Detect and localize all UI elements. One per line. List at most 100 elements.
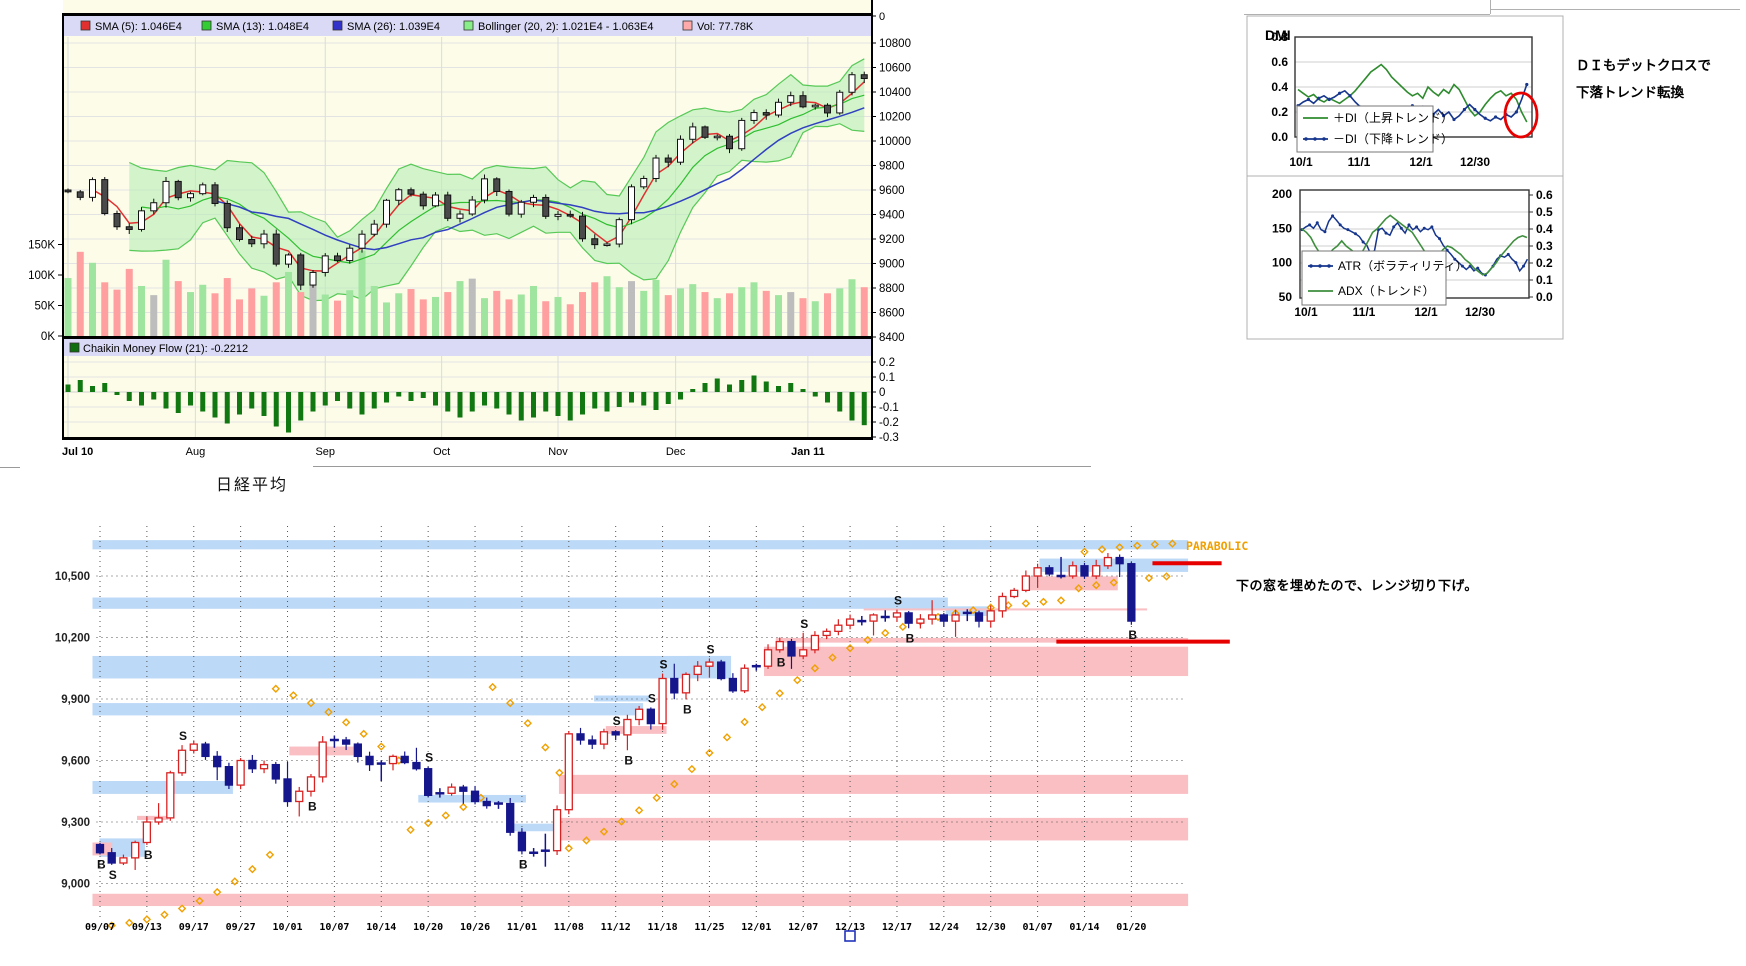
range-bands [92,540,1189,907]
svg-text:9600: 9600 [879,185,905,197]
svg-text:B: B [906,631,915,645]
svg-text:S: S [613,714,621,728]
atr-legend: ATR（ボラティリティ） ADX（トレンド） [1301,250,1468,306]
svg-text:S: S [706,642,714,656]
svg-text:09/17: 09/17 [179,922,209,933]
svg-text:11/1: 11/1 [1348,155,1371,169]
svg-text:B: B [519,857,528,871]
svg-text:0.5: 0.5 [1536,205,1553,219]
svg-text:8600: 8600 [879,308,905,320]
svg-text:0.2: 0.2 [879,357,895,369]
cell-border-line [1244,14,1490,15]
svg-text:B: B [1128,628,1137,642]
svg-text:10400: 10400 [879,87,911,99]
svg-text:SMA (5): 1.046E4: SMA (5): 1.046E4 [95,21,182,33]
parabolic-label: PARABOLIC [1186,539,1248,553]
svg-text:11/25: 11/25 [694,922,724,933]
cell-border-line [1490,0,1491,14]
svg-text:B: B [624,753,633,767]
svg-text:S: S [425,751,433,765]
dmi-note-line1: ＤＩもデットクロスで [1576,58,1711,73]
svg-text:0: 0 [879,387,885,399]
svg-text:12/01: 12/01 [741,922,771,933]
svg-text:SMA (13): 1.048E4: SMA (13): 1.048E4 [216,21,309,33]
svg-text:PARABOLIC: PARABOLIC [1186,539,1248,553]
svg-text:Jul 10: Jul 10 [62,446,93,458]
svg-text:-0.3: -0.3 [879,432,899,444]
svg-text:8400: 8400 [879,332,905,344]
cell-border-line [313,466,1091,467]
svg-text:11/08: 11/08 [554,922,584,933]
dotted-grid [96,526,1185,920]
svg-text:12/30: 12/30 [1465,305,1495,319]
svg-text:12/30: 12/30 [1460,155,1490,169]
svg-text:150K: 150K [28,240,55,252]
volume-bars [64,250,868,336]
dmi-legend: ＋DI（上昇トレンド） －DI（下降トレンド） [1296,105,1453,153]
svg-text:100K: 100K [28,270,55,282]
support-resistance-red-lines [1056,561,1230,644]
svg-text:Bollinger (20, 2): 1.021E4 - 1: Bollinger (20, 2): 1.021E4 - 1.063E4 [478,21,654,33]
svg-text:10800: 10800 [879,38,911,50]
svg-text:S: S [179,729,187,743]
svg-text:S: S [894,594,902,608]
svg-text:0.0: 0.0 [1536,290,1553,304]
svg-text:0.3: 0.3 [1536,239,1553,253]
svg-text:0.1: 0.1 [1536,273,1553,287]
svg-text:0.6: 0.6 [1271,55,1288,69]
svg-text:S: S [648,691,656,705]
svg-text:11/1: 11/1 [1353,305,1376,319]
svg-text:9200: 9200 [879,234,905,246]
svg-text:10/1: 10/1 [1289,155,1313,169]
blue-square-marker [844,930,856,942]
dmi-dead-cross-note: ＤＩもデットクロスで 下落トレンド転換 [1576,52,1711,106]
svg-text:0.2: 0.2 [1536,256,1553,270]
svg-text:10,200: 10,200 [55,633,90,645]
svg-text:＋DI（上昇トレンド）: ＋DI（上昇トレンド） [1333,111,1453,125]
svg-text:9,300: 9,300 [61,817,90,829]
svg-text:9,600: 9,600 [61,756,90,768]
svg-text:50K: 50K [35,301,56,313]
svg-text:0.4: 0.4 [1536,222,1553,236]
svg-text:Sep: Sep [315,446,335,458]
svg-text:B: B [777,656,786,670]
main-candlestick-chart: SMA (5): 1.046E4 SMA (13): 1.048E4 SMA (26… [28,0,911,458]
svg-text:9800: 9800 [879,161,905,173]
svg-text:10200: 10200 [879,112,911,124]
svg-text:01/20: 01/20 [1116,922,1146,933]
candles [95,553,1136,870]
svg-text:50: 50 [1279,290,1293,304]
plus-di-line [1297,63,1528,123]
svg-text:Vol: 77.78K: Vol: 77.78K [697,21,754,33]
svg-text:01/07: 01/07 [1023,922,1053,933]
svg-text:Oct: Oct [433,446,450,458]
svg-text:Jan 11: Jan 11 [791,446,825,458]
axis-labels: 0 10800 10600 10400 10200 10000 9800 9600 9400 92… [28,11,911,458]
svg-text:9,000: 9,000 [61,879,90,891]
svg-text:S: S [109,868,117,882]
svg-text:150: 150 [1272,221,1292,235]
svg-text:12/07: 12/07 [788,922,818,933]
svg-text:-0.1: -0.1 [879,402,899,414]
svg-text:10/01: 10/01 [272,922,302,933]
svg-text:10/26: 10/26 [460,922,490,933]
svg-text:B: B [308,800,317,814]
svg-text:8800: 8800 [879,283,905,295]
svg-text:Dec: Dec [666,446,686,458]
svg-text:10,500: 10,500 [55,571,90,583]
svg-text:0: 0 [879,11,885,23]
svg-text:0.2: 0.2 [1271,105,1288,119]
dead-cross-circle [1503,91,1539,139]
svg-text:10000: 10000 [879,136,911,148]
axis-labels: 10,500 10,200 9,900 9,600 9,300 9,000 09/07 09/… [55,571,1147,933]
svg-text:S: S [660,658,668,672]
svg-text:12/1: 12/1 [1414,305,1438,319]
svg-text:09/13: 09/13 [132,922,162,933]
cell-border-line [1490,9,1740,10]
svg-text:SMA (26): 1.039E4: SMA (26): 1.039E4 [347,21,440,33]
svg-text:09/27: 09/27 [226,922,256,933]
svg-text:0.8: 0.8 [1271,30,1288,44]
